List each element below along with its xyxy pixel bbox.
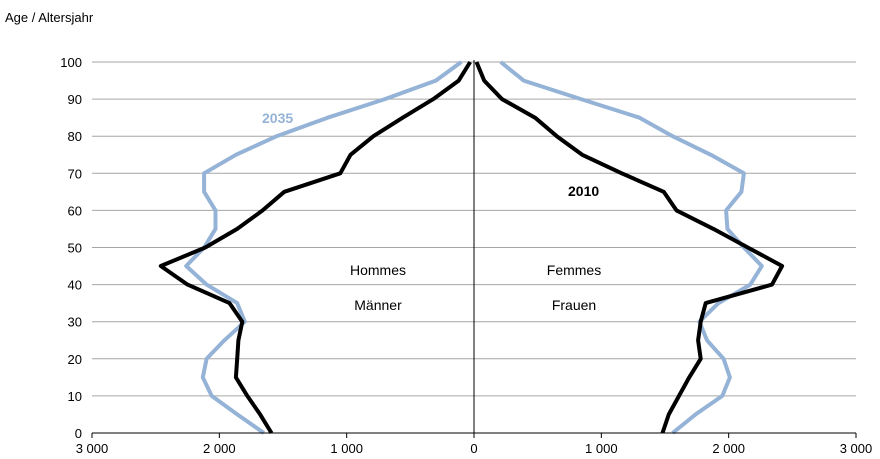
annotation-frauen: Frauen — [552, 297, 596, 313]
y-tick-labels: 0 10 20 30 40 50 60 70 80 90 100 — [60, 55, 82, 441]
x-tick-label-4: 1 000 — [585, 441, 618, 456]
y-tick-label-60: 60 — [68, 203, 82, 218]
y-tick-label-20: 20 — [68, 352, 82, 367]
series-lines — [158, 60, 785, 435]
y-tick-label-30: 30 — [68, 315, 82, 330]
y-tick-label-50: 50 — [68, 241, 82, 256]
x-tick-label-0: 3 000 — [76, 441, 109, 456]
series-2010-women-line — [474, 61, 785, 434]
x-tick-label-3: 0 — [470, 441, 477, 456]
y-tick-label-10: 10 — [68, 389, 82, 404]
x-tick-label-5: 2 000 — [712, 441, 745, 456]
y-tick-label-100: 100 — [60, 55, 82, 70]
x-tick-label-6: 3 000 — [840, 441, 873, 456]
x-tick-label-2: 1 000 — [330, 441, 363, 456]
y-tick-label-90: 90 — [68, 92, 82, 107]
series-label-2035: 2035 — [262, 110, 293, 126]
series-2010-men-line — [158, 60, 472, 435]
y-tick-label-70: 70 — [68, 166, 82, 181]
x-tick-label-1: 2 000 — [203, 441, 236, 456]
annotation-hommes: Hommes — [350, 262, 406, 278]
annotation-femmes: Femmes — [547, 262, 601, 278]
y-tick-label-40: 40 — [68, 278, 82, 293]
x-tick-labels: 3 000 2 000 1 000 0 1 000 2 000 3 000 — [76, 433, 873, 456]
y-axis-label: Age / Altersjahr — [5, 10, 94, 25]
y-tick-label-0: 0 — [75, 426, 82, 441]
annotation-maenner: Männer — [354, 297, 402, 313]
y-tick-label-80: 80 — [68, 129, 82, 144]
series-label-2010: 2010 — [568, 183, 599, 199]
